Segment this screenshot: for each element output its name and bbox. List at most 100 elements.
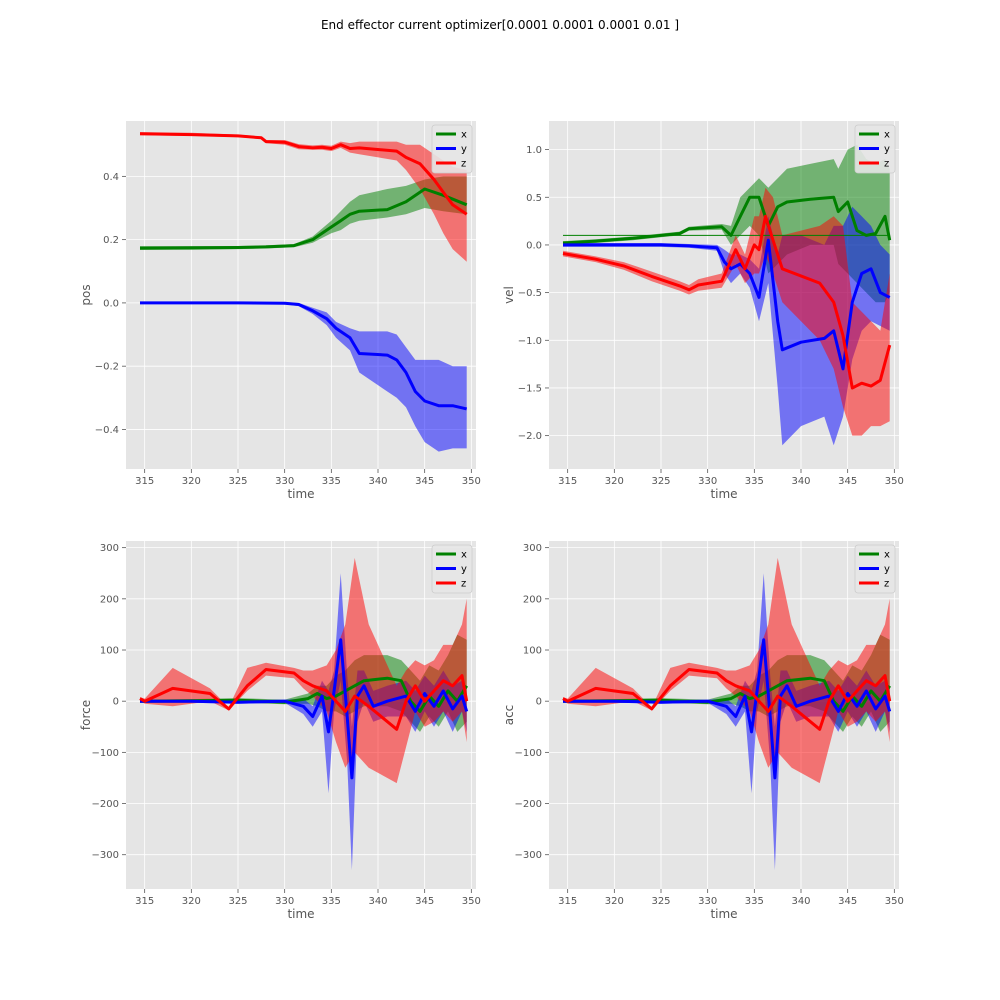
- x-tick-label: 335: [322, 476, 341, 487]
- x-axis-label: time: [710, 907, 737, 921]
- y-tick-label: −100: [92, 748, 119, 759]
- line-x: [139, 187, 468, 250]
- y-tick-label: 200: [100, 594, 119, 605]
- x-tick-label: 315: [135, 476, 154, 487]
- x-tick-label: 345: [415, 476, 434, 487]
- x-tick-label: 345: [838, 476, 857, 487]
- legend-label-z: z: [461, 579, 466, 590]
- line-z: [139, 668, 469, 731]
- x-tick-label: 340: [791, 476, 810, 487]
- y-tick-label: 0.0: [526, 240, 542, 251]
- line-z: [139, 132, 468, 216]
- panel-top-right: 315 320 325 330 335 340 345 350 −2.0 −1.5 −1.0 −0.5…: [502, 121, 904, 501]
- series-layer: [139, 132, 468, 452]
- x-tick-label: 315: [135, 896, 154, 907]
- y-tick-label: −200: [92, 799, 119, 810]
- legend-label-y: y: [461, 144, 467, 155]
- x-tick-label: 345: [838, 896, 857, 907]
- x-tick-label: 335: [745, 896, 764, 907]
- y-tick-label: 300: [523, 543, 542, 554]
- x-axis-label: time: [287, 907, 314, 921]
- legend: xyz: [854, 124, 896, 174]
- legend-label-y: y: [461, 564, 467, 575]
- x-tick-label: 325: [651, 476, 670, 487]
- line-z: [562, 214, 892, 390]
- legend-label-z: z: [884, 579, 889, 590]
- line-z: [562, 668, 892, 731]
- series-layer: [139, 557, 469, 871]
- x-tick-label: 325: [228, 896, 247, 907]
- legend: xyz: [854, 544, 896, 594]
- y-axis-label: pos: [79, 284, 93, 305]
- x-tick-label: 350: [885, 476, 904, 487]
- band-x: [140, 634, 467, 732]
- subplots: 315 320 325 330 335 340 345 350 −0.4 −0.2 0.0 0.2 0.…: [79, 121, 904, 921]
- x-tick-label: 350: [462, 476, 481, 487]
- y-tick-label: −300: [92, 850, 119, 861]
- line-y: [140, 638, 469, 780]
- y-tick-label: −2.0: [518, 431, 542, 442]
- y-axis-label: acc: [502, 705, 516, 726]
- y-tick-label: 200: [523, 594, 542, 605]
- x-tick-label: 325: [651, 896, 670, 907]
- band-x: [563, 634, 890, 732]
- y-axis-label: vel: [502, 286, 516, 304]
- x-tick-label: 320: [182, 476, 201, 487]
- x-tick-label: 320: [605, 896, 624, 907]
- legend-label-x: x: [884, 550, 890, 561]
- x-tick-label: 340: [368, 476, 387, 487]
- y-tick-label: 0: [536, 697, 542, 708]
- y-tick-label: −1.5: [518, 383, 542, 394]
- line-y: [563, 638, 892, 780]
- y-tick-label: 0.2: [103, 235, 119, 246]
- band-x: [140, 176, 467, 250]
- y-tick-label: 100: [100, 646, 119, 657]
- x-tick-label: 330: [275, 896, 294, 907]
- panel-bottom-right: 315 320 325 330 335 340 345 350 −300 −200 −100 0 100…: [502, 541, 904, 921]
- band-y: [140, 302, 467, 452]
- legend: xyz: [431, 544, 473, 594]
- y-tick-label: 1.0: [526, 145, 542, 156]
- y-tick-label: 0.5: [526, 193, 542, 204]
- y-tick-label: 300: [100, 543, 119, 554]
- series-layer: [562, 557, 892, 871]
- x-tick-label: 315: [558, 476, 577, 487]
- y-axis-label: force: [79, 700, 93, 730]
- band-z: [563, 187, 890, 436]
- panel-top-left: 315 320 325 330 335 340 345 350 −0.4 −0.2 0.0 0.2 0.…: [79, 121, 481, 501]
- band-z: [140, 557, 467, 784]
- x-tick-label: 345: [415, 896, 434, 907]
- legend: xyz: [431, 124, 473, 174]
- y-tick-label: 0: [113, 697, 119, 708]
- panel-bottom-left: 315 320 325 330 335 340 345 350 −300 −200 −100 0 100…: [79, 541, 481, 921]
- x-axis-label: time: [710, 487, 737, 501]
- x-tick-label: 335: [322, 896, 341, 907]
- y-tick-label: 0.0: [103, 298, 119, 309]
- x-tick-label: 325: [228, 476, 247, 487]
- band-x: [563, 144, 890, 303]
- legend-label-y: y: [884, 564, 890, 575]
- y-tick-label: 100: [523, 646, 542, 657]
- legend-label-x: x: [884, 130, 890, 141]
- x-tick-label: 315: [558, 896, 577, 907]
- figure-title: End effector current optimizer[0.0001 0.…: [321, 18, 679, 32]
- x-tick-label: 350: [885, 896, 904, 907]
- x-tick-label: 340: [368, 896, 387, 907]
- x-axis-label: time: [287, 487, 314, 501]
- x-tick-label: 335: [745, 476, 764, 487]
- y-tick-label: −200: [515, 799, 542, 810]
- x-tick-label: 330: [698, 476, 717, 487]
- x-tick-label: 320: [605, 476, 624, 487]
- legend-label-y: y: [884, 144, 890, 155]
- y-tick-label: −0.2: [95, 362, 119, 373]
- band-z: [563, 557, 890, 784]
- y-tick-label: −100: [515, 748, 542, 759]
- y-tick-label: −1.0: [518, 336, 542, 347]
- y-tick-label: −0.5: [518, 288, 542, 299]
- x-tick-label: 320: [182, 896, 201, 907]
- legend-label-z: z: [884, 159, 889, 170]
- x-tick-label: 330: [275, 476, 294, 487]
- legend-label-z: z: [461, 159, 466, 170]
- series-layer: [562, 144, 892, 446]
- x-tick-label: 340: [791, 896, 810, 907]
